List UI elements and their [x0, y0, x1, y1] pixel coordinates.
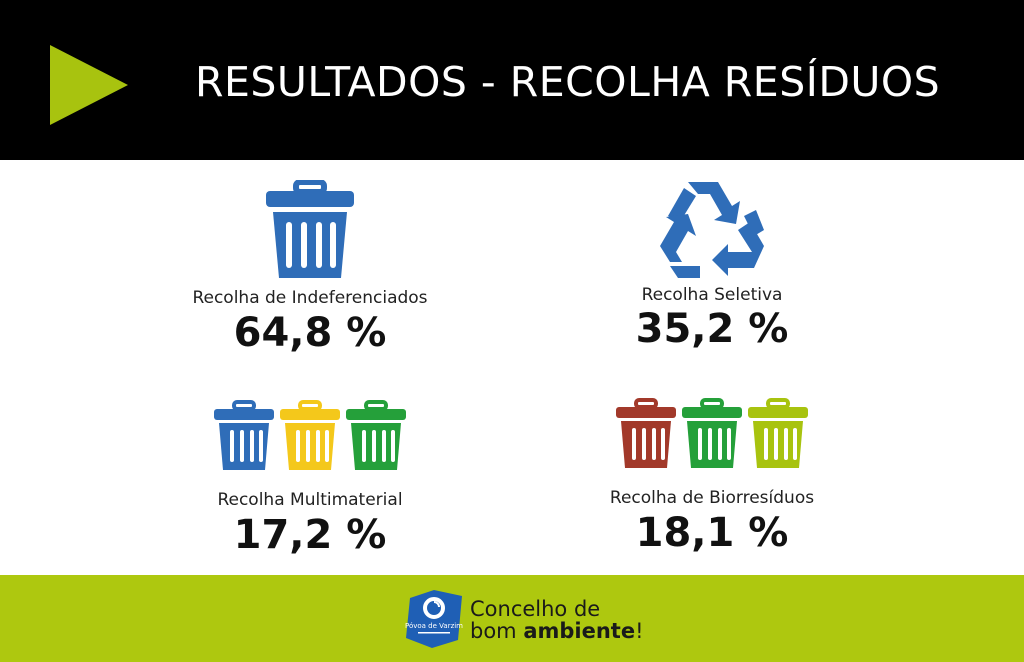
multimaterial-value: 17,2 % — [233, 512, 387, 558]
indiferenciados-label: Recolha de Indeferenciados — [192, 288, 428, 308]
trash-bin-icon — [266, 180, 354, 278]
multimaterial-bins-icon — [214, 400, 406, 470]
seletiva-value: 35,2 % — [635, 306, 789, 352]
footer-bar — [0, 575, 1024, 662]
multimaterial-label: Recolha Multimaterial — [217, 490, 403, 510]
seletiva-label: Recolha Seletiva — [641, 285, 783, 305]
tagline-exclamation: ! — [635, 619, 644, 643]
indiferenciados-value: 64,8 % — [233, 310, 387, 356]
povoa-de-varzim-logo: Póvoa de Varzim — [405, 590, 463, 648]
play-icon — [50, 45, 128, 125]
logo-text: Póvoa de Varzim — [405, 622, 463, 630]
footer-tagline: Concelho de bom ambiente! — [470, 598, 644, 642]
tagline-line1: Concelho de — [470, 597, 601, 621]
tagline-line2: bom ambiente! — [470, 620, 644, 642]
header-bar: RESULTADOS - RECOLHA RESÍDUOS — [0, 0, 1024, 160]
tagline-bom: bom — [470, 619, 524, 643]
biorresiduos-bins-icon — [616, 398, 808, 468]
tagline-ambiente: ambiente — [523, 619, 636, 643]
biorresiduos-value: 18,1 % — [635, 510, 789, 556]
page-title: RESULTADOS - RECOLHA RESÍDUOS — [195, 58, 941, 106]
recycle-icon — [660, 182, 764, 278]
biorresiduos-label: Recolha de Biorresíduos — [609, 488, 815, 508]
